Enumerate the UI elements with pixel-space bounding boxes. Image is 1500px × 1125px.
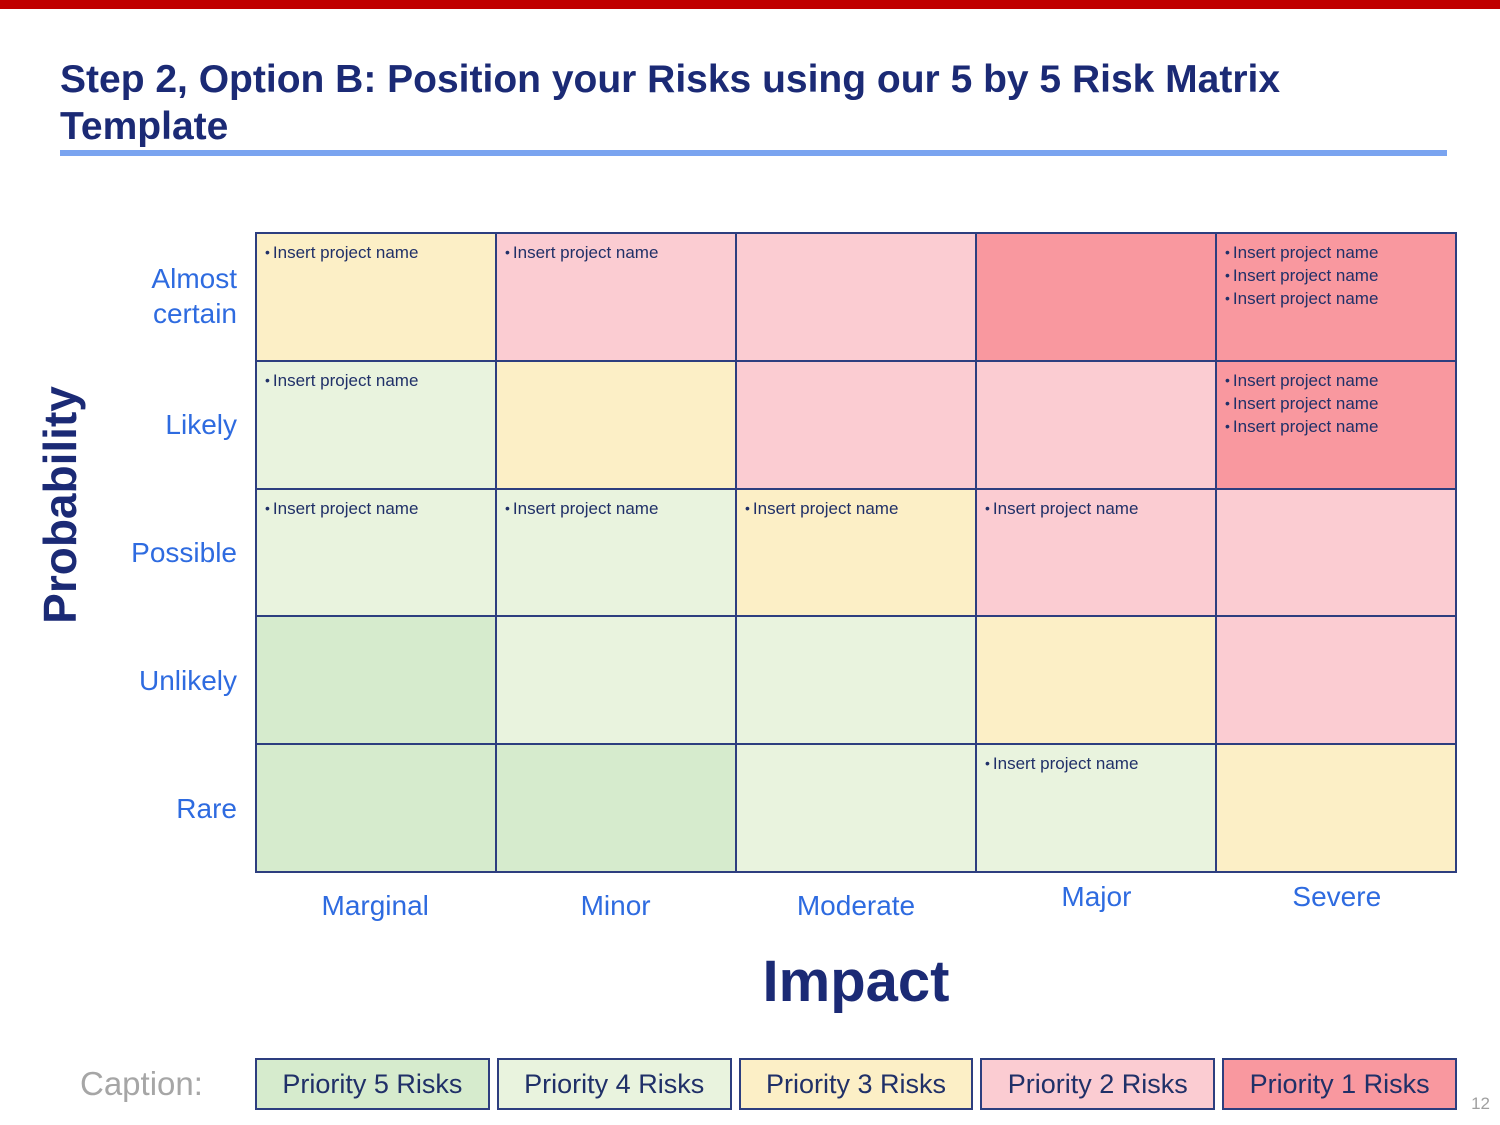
cell-bullet-item: • Insert project name [1225,393,1379,413]
cell-bullet-item: • Insert project name [1225,370,1379,390]
risk-matrix: • Insert project name • Insert project name… [255,232,1457,873]
matrix-cell[interactable] [1217,745,1455,871]
matrix-cell[interactable]: • Insert project name • Insert project name… [1217,234,1455,360]
cell-bullet-item: • Insert project name [265,243,419,262]
matrix-cell[interactable] [737,617,975,744]
slide-title: Step 2, Option B: Position your Risks us… [60,56,1460,150]
bullet-glyph: • [505,244,510,260]
row-label: Likely [165,408,237,440]
bullet-glyph: • [505,499,510,516]
matrix-cell[interactable]: • Insert project name [257,361,495,488]
caption-legend: Priority 5 Risks Priority 4 Risks Priority… [255,1058,1457,1110]
cell-bullet-item: • Insert project name [985,498,1139,518]
caption-box-priority-1: Priority 1 Risks [1222,1058,1457,1110]
matrix-cell[interactable]: • Insert project name • Insert project name… [1217,361,1455,488]
cell-bullet-item: • Insert project name [985,754,1139,774]
cell-bullet-item: • Insert project name [745,498,899,518]
x-axis-title: Impact [762,949,950,1014]
bullet-glyph: • [1225,244,1230,260]
caption-box-priority-3: Priority 3 Risks [738,1058,974,1110]
bullet-glyph: • [985,755,990,772]
cell-bullet-item: • Insert project name [1225,416,1379,436]
caption-box-priority-2: Priority 2 Risks [980,1058,1216,1110]
matrix-cell[interactable] [977,617,1215,744]
matrix-cell[interactable] [737,234,975,360]
row-labels: Almost certain Likely Possible Unlikely Rare [60,232,246,873]
row-label: Possible [131,537,237,568]
matrix-cell[interactable] [497,617,735,744]
cell-bullet-item: • Insert project name [265,498,419,518]
cell-bullet-item: • Insert project name [1225,289,1379,308]
col-labels: Marginal Minor Moderate Major Severe [255,881,1457,928]
cell-bullet-item: • Insert project name [505,243,659,262]
bullet-glyph: • [1225,417,1230,434]
col-label: Moderate [796,890,916,921]
bullet-glyph: • [265,244,270,260]
bullet-glyph: • [985,499,990,516]
matrix-cell[interactable] [257,617,495,744]
matrix-cell[interactable] [977,234,1215,360]
cell-bullet-item: • Insert project name [505,498,659,518]
matrix-cell[interactable] [1217,617,1455,744]
cell-bullet-item: • Insert project name [265,370,419,390]
matrix-cell[interactable]: • Insert project name [977,745,1215,871]
matrix-cell[interactable]: • Insert project name [737,489,975,616]
col-label: Major [1061,881,1132,912]
col-label: Severe [1292,881,1382,912]
matrix-cell[interactable]: • Insert project name [497,489,735,616]
matrix-cell[interactable] [257,745,495,871]
bullet-glyph: • [265,371,270,388]
title-underline [60,150,1447,156]
matrix-cell[interactable] [737,745,975,871]
matrix-cell[interactable]: • Insert project name [497,234,735,360]
caption-box-priority-4: Priority 4 Risks [496,1058,732,1110]
top-accent-bar [0,0,1500,9]
matrix-cell[interactable] [1217,489,1455,616]
cell-bullet-item: • Insert project name [1225,266,1379,285]
page-number: 12 [1471,1094,1490,1113]
bullet-glyph: • [745,499,750,516]
bullet-glyph: • [265,499,270,516]
row-label: Almost certain [151,263,237,330]
bullet-glyph: • [1225,267,1230,283]
row-label: Rare [176,793,237,825]
matrix-cell[interactable] [497,361,735,488]
row-label: Unlikely [138,665,237,697]
col-label: Minor [580,890,651,921]
slide-title-line2: Template [60,105,229,148]
cell-bullet-item: • Insert project name [1225,243,1379,262]
matrix-cell[interactable]: • Insert project name [257,489,495,616]
slide-title-line1: Step 2, Option B: Position your Risks us… [60,58,1281,101]
bullet-glyph: • [1225,394,1230,411]
bullet-glyph: • [1225,290,1230,306]
matrix-cell[interactable]: • Insert project name [977,489,1215,616]
matrix-cell[interactable] [497,745,735,871]
matrix-cell[interactable] [977,361,1215,488]
caption-label: Caption: [80,1065,203,1102]
col-label: Marginal [321,890,429,921]
bullet-glyph: • [1225,371,1230,388]
matrix-cell[interactable]: • Insert project name [257,234,495,360]
caption-box-priority-5: Priority 5 Risks [255,1058,490,1110]
matrix-cell[interactable] [737,361,975,488]
